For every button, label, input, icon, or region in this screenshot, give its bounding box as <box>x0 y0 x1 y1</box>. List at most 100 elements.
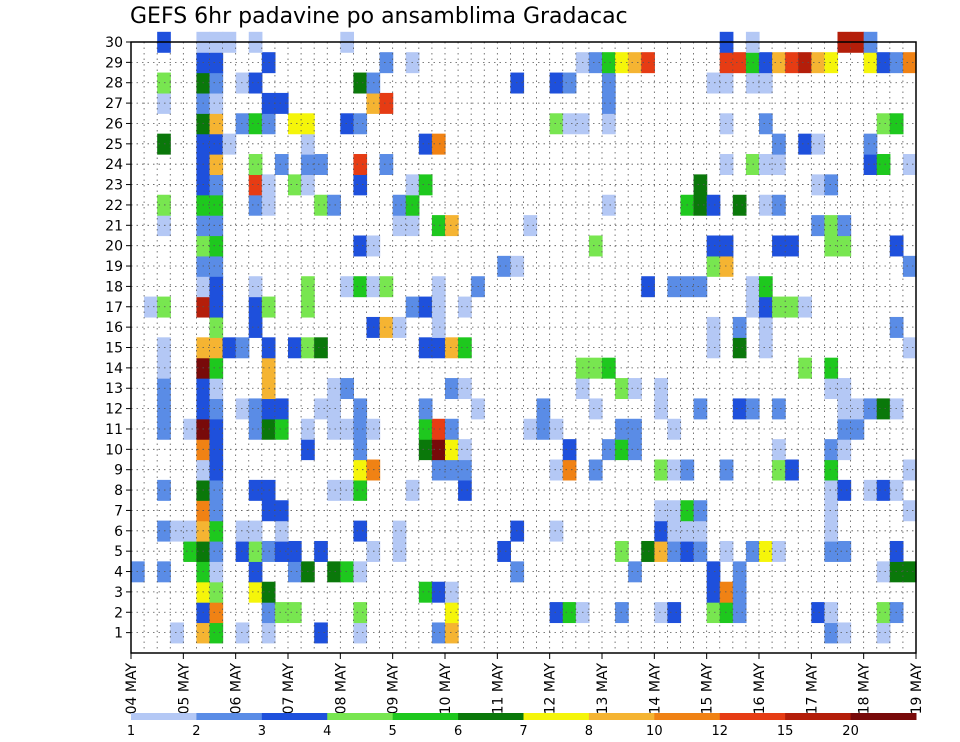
heatmap-cell <box>235 113 250 135</box>
y-tick-label: 5 <box>114 544 123 560</box>
heatmap-cell <box>183 540 198 562</box>
colorbar: 1 2 3 4 5 6 7 8 10 12 15 20 <box>127 713 917 739</box>
y-tick-label: 21 <box>105 218 123 234</box>
colorbar-label: 3 <box>258 724 266 739</box>
heatmap-cell <box>706 316 721 338</box>
x-tick-label: 11 MAY <box>490 663 506 715</box>
heatmap-cell <box>667 500 682 522</box>
y-tick-label: 23 <box>105 178 123 194</box>
y-tick-label: 24 <box>105 157 123 173</box>
heatmap-cell <box>445 215 459 237</box>
heatmap-cell <box>759 316 773 338</box>
heatmap-cell <box>759 113 773 135</box>
heatmap-cell <box>706 72 721 94</box>
heatmap-cell <box>314 398 328 420</box>
heatmap-cell <box>549 520 564 542</box>
heatmap-cell <box>863 133 878 155</box>
heatmap-cell <box>628 439 642 461</box>
heatmap-cell <box>209 92 224 114</box>
heatmap-cell <box>772 133 786 155</box>
heatmap-cell <box>431 276 446 298</box>
heatmap-cell <box>209 378 224 400</box>
heatmap-cell <box>837 439 852 461</box>
x-tick-label: 15 MAY <box>700 663 716 715</box>
heatmap-cell <box>837 235 852 257</box>
heatmap-cell <box>392 316 407 338</box>
y-tick-label: 1 <box>114 626 123 642</box>
heatmap-cell <box>248 398 263 420</box>
colorbar-segment <box>850 713 917 720</box>
heatmap-cell <box>759 540 773 562</box>
heatmap-cell <box>876 479 891 501</box>
y-tick-label: 13 <box>105 381 123 397</box>
colorbar-segment <box>131 713 197 720</box>
colorbar-label: 2 <box>192 724 200 739</box>
heatmap-cell <box>732 337 747 359</box>
x-tick-label: 06 MAY <box>229 663 245 715</box>
heatmap-cell <box>706 255 721 277</box>
heatmap-cell <box>876 113 891 135</box>
heatmap-cell <box>209 52 224 74</box>
heatmap-cell <box>288 602 302 624</box>
heatmap-cell <box>183 418 198 440</box>
heatmap-cell <box>235 337 250 359</box>
heatmap-cell <box>837 398 852 420</box>
x-axis: 04 MAY 05 MAY 06 MAY 07 MAY 08 MAY 09 MAY 10 M… <box>124 653 925 714</box>
heatmap-cell <box>772 439 786 461</box>
heatmap-cell <box>431 439 446 461</box>
chart-title: GEFS 6hr padavine po ansamblima Gradacac <box>130 4 628 29</box>
heatmap-cell <box>248 561 263 583</box>
heatmap-cell <box>209 337 224 359</box>
heatmap-cell <box>719 459 734 481</box>
colorbar-label: 15 <box>777 724 794 739</box>
heatmap-cell <box>562 602 577 624</box>
y-tick-label: 2 <box>114 605 123 621</box>
heatmap-cell <box>379 92 394 114</box>
heatmap-cell <box>824 357 839 379</box>
heatmap-cell <box>353 561 368 583</box>
heatmap-cell <box>602 113 616 135</box>
heatmap-cell <box>719 113 734 135</box>
heatmap-cell <box>798 296 812 318</box>
heatmap-cell <box>458 439 472 461</box>
heatmap-cell <box>340 418 355 440</box>
heatmap-cell <box>719 255 734 277</box>
heatmap-cell <box>732 581 747 603</box>
y-tick-label: 17 <box>105 300 123 316</box>
heatmap-cell <box>759 296 773 318</box>
heatmap-cell <box>654 378 669 400</box>
heatmap-cell <box>209 479 224 501</box>
y-tick-label: 6 <box>114 524 123 540</box>
heatmap-cell <box>732 194 747 216</box>
y-tick-label: 28 <box>105 76 123 92</box>
heatmap-cell <box>876 561 891 583</box>
heatmap-cell <box>209 255 224 277</box>
y-tick-label: 26 <box>105 116 123 132</box>
heatmap-cell <box>549 459 564 481</box>
heatmap-cell <box>798 357 812 379</box>
heatmap-cell <box>209 561 224 583</box>
heatmap-cell <box>772 540 786 562</box>
heatmap-cell <box>628 378 642 400</box>
heatmap-cell <box>549 418 564 440</box>
heatmap-cell <box>392 540 407 562</box>
y-tick-label: 8 <box>114 483 123 499</box>
heatmap-cell <box>719 540 734 562</box>
heatmap-cell <box>588 459 603 481</box>
heatmap-cell <box>824 235 839 257</box>
colorbar-label: 20 <box>842 724 859 739</box>
heatmap-cell <box>732 52 747 74</box>
heatmap-cell <box>602 194 616 216</box>
heatmap-cell <box>392 215 407 237</box>
heatmap-cell <box>431 622 446 644</box>
heatmap-cell <box>719 72 734 94</box>
heatmap-cell <box>418 133 433 155</box>
heatmap-cell <box>824 622 839 644</box>
heatmap-cell <box>314 337 328 359</box>
colorbar-segment <box>196 713 263 720</box>
heatmap-cell <box>654 520 669 542</box>
heatmap-cell <box>628 561 642 583</box>
heatmap-cell <box>288 337 302 359</box>
heatmap-cell <box>706 581 721 603</box>
